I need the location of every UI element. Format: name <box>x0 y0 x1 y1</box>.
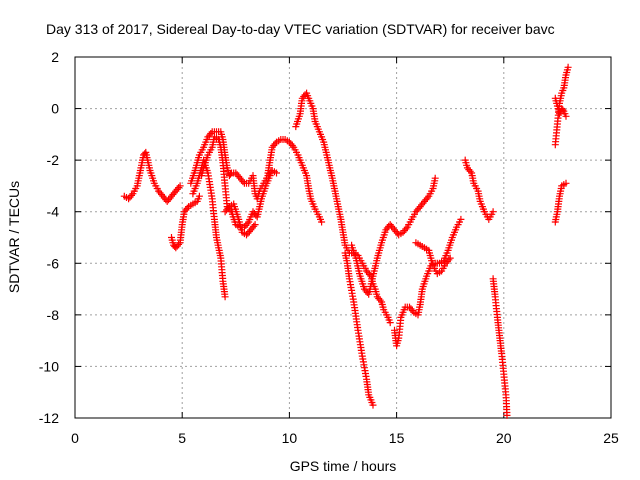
data-point <box>386 319 394 327</box>
data-point <box>207 130 215 137</box>
data-point <box>466 167 474 175</box>
data-point <box>239 178 247 186</box>
y-tick-label: -8 <box>47 307 60 323</box>
x-tick-label: 20 <box>496 430 512 446</box>
data-point <box>562 179 570 187</box>
plot-frame <box>74 56 612 419</box>
y-tick-label: -2 <box>47 152 60 168</box>
x-tick-label: 25 <box>603 430 619 446</box>
chart-title: Day 313 of 2017, Sidereal Day-to-day VTE… <box>46 21 555 37</box>
data-point <box>250 222 258 230</box>
data-point <box>224 204 232 212</box>
data-point <box>128 191 135 199</box>
data-point <box>195 192 203 200</box>
x-tick-label: 5 <box>178 430 186 446</box>
y-tick-label: -4 <box>47 204 60 220</box>
data-point <box>369 401 377 409</box>
data-point <box>175 184 183 192</box>
data-point <box>251 221 259 229</box>
x-tick-label: 10 <box>282 430 298 446</box>
y-tick-label: -12 <box>39 410 59 426</box>
grid <box>75 57 611 418</box>
data-point <box>318 218 326 226</box>
data-point <box>489 208 497 216</box>
y-tick-label: -6 <box>47 255 60 271</box>
y-tick-label: -10 <box>39 358 59 374</box>
data-point <box>141 150 149 158</box>
data-point <box>221 293 229 301</box>
data-point <box>446 254 454 262</box>
axis-ticks: 0 5 10 15 20 25 -12 -10 -8 -6 -4 -2 0 2 <box>39 49 619 446</box>
data-point <box>564 63 572 71</box>
y-axis-label: SDTVAR / TECUs <box>6 181 22 293</box>
data-point <box>183 204 191 212</box>
x-tick-label: 15 <box>389 430 405 446</box>
data-point <box>365 271 373 278</box>
x-axis-label: GPS time / hours <box>290 458 397 474</box>
data-point <box>243 220 251 228</box>
data-point <box>271 140 279 148</box>
data-marks <box>120 63 572 419</box>
x-tick-label: 0 <box>71 430 79 446</box>
data-point <box>445 256 453 264</box>
data-point <box>273 169 280 177</box>
data-point <box>175 240 183 248</box>
data-point <box>176 182 184 190</box>
data-point <box>457 215 465 223</box>
data-point <box>562 112 570 120</box>
data-point <box>408 307 416 315</box>
data-point <box>559 106 567 114</box>
data-point <box>503 411 511 419</box>
y-tick-label: 0 <box>51 101 59 117</box>
y-tick-label: 2 <box>51 49 59 65</box>
data-point <box>402 225 410 233</box>
data-point <box>431 174 439 182</box>
data-point <box>226 170 234 178</box>
